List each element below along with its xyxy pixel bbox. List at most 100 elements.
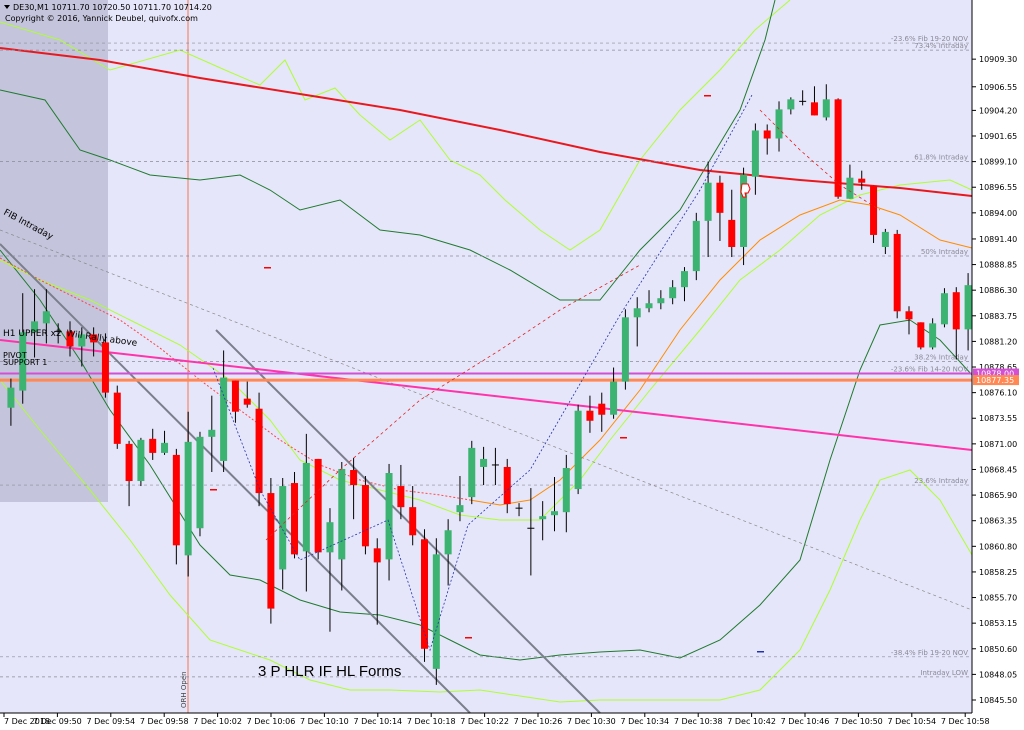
bear-candle [503,466,511,505]
symbol-price-line: DE30,M1 10711.70 10720.50 10711.70 10714… [13,3,212,12]
channel-upper-line [215,329,601,714]
plot-background [0,0,972,713]
bull-candle [704,182,712,221]
bull-candle [621,317,629,382]
session-shade-box [0,0,108,502]
bull-candle [302,462,310,552]
y-tick-label: 10863.35 [979,517,1017,526]
bull-candle [787,99,795,110]
bull-candle [751,130,759,177]
bear-candle [917,322,925,348]
copyright-text: Copyright © 2016, Yannick Deubel, quivof… [5,14,198,23]
channel-lower-line [0,243,471,714]
y-tick-label: 10876.10 [979,389,1017,398]
bull-candle [846,177,854,199]
fib-level-label: 23.6% Intraday [914,477,968,485]
price-tag-box [973,375,1019,386]
bull-candle [137,439,145,482]
x-tick-label: 7 Dec 10:46 [781,717,830,726]
bull-candle [964,285,972,330]
blue-dash-marker [757,651,764,653]
bull-candle [669,287,677,299]
y-tick-label: 10904.20 [979,106,1017,115]
pink-trend-line [0,339,973,451]
bear-candle [267,493,275,609]
bull-candle [610,381,618,415]
bear-candle [314,458,322,553]
zigzag-dotted-blue [212,94,753,652]
red-dash-marker [210,489,217,491]
bear-candle [598,403,606,415]
fib-level-label: 73.4% Intraday [914,42,968,50]
bear-candle [361,485,369,547]
y-tick-label: 10853.15 [979,619,1017,628]
y-tick-label: 10855.70 [979,594,1017,603]
bear-candle [952,292,960,330]
fib-level-label: -38.4% Fib 19-20 NOV [891,649,968,657]
x-tick-label: 7 Dec 10:38 [674,717,723,726]
bull-candle [775,109,783,139]
bear-candle [350,469,358,486]
bear-candle [905,311,913,320]
x-tick-label: 7 Dec 10:58 [941,717,990,726]
x-tick-label: 7 Dec 10:10 [300,717,349,726]
bull-candle [385,472,393,560]
y-tick-label: 10891.40 [979,235,1017,244]
bear-candle [291,483,299,555]
red-dash-marker [704,95,711,97]
bull-candle [539,516,547,520]
bull-candle [432,554,440,669]
pivot-label: PIVOT [3,351,27,360]
bear-candle [243,398,251,405]
bear-candle [586,410,594,421]
bear-candle [810,102,818,116]
support-1-label: SUPPORT 1 [3,358,47,367]
y-tick-label: 10850.60 [979,645,1017,654]
red-dash-marker [465,637,472,639]
bull-candle [338,468,346,560]
bear-candle [421,539,429,649]
y-tick-label: 10906.55 [979,83,1017,92]
band-inner-dark-upper [0,0,776,301]
bull-candle [645,303,653,309]
bear-candle [113,392,121,444]
y-tick-label: 10868.45 [979,465,1017,474]
bear-candle [870,185,878,235]
bear-candle [893,233,901,312]
x-tick-label: 7 Dec 09:58 [140,717,189,726]
x-tick-label: 7 Dec 10:26 [514,717,563,726]
orh-open-label: ORH Open [180,671,188,708]
price-tag-label: 10877.35 [976,376,1014,385]
band-outer-light-upper [0,0,791,251]
x-tick-label: 7 Dec 10:14 [353,717,402,726]
bull-candle [633,308,641,318]
bull-candle [78,334,86,347]
bull-candle [7,387,15,408]
bear-candle [409,507,417,536]
x-tick-label: 7 Dec 10:06 [247,717,296,726]
orange-ma [469,199,973,506]
y-tick-label: 10865.90 [979,491,1017,500]
y-axis-ticks: 10909.30 10906.55 10904.20 10901.65 10899.10… [972,55,1017,705]
y-tick-label: 10883.75 [979,312,1017,321]
bull-candle [657,298,665,304]
bull-candle [279,486,287,570]
y-tick-label: 10871.00 [979,440,1017,449]
fib-level-label: Intraday LOW [920,669,968,677]
bull-candle [822,99,830,118]
bear-candle [728,219,736,247]
red-dashed-ma [0,257,471,501]
chart-header: DE30,M1 10711.70 10720.50 10711.70 10714… [4,3,212,23]
bear-candle [149,438,157,453]
red-dash-marker [620,437,627,439]
fib-level-label: 38.2% Intraday [914,353,968,361]
x-tick-label: 7 Dec 10:02 [193,717,242,726]
x-tick-label: 7 Dec 10:42 [727,717,776,726]
x-tick-label: 7 Dec 09:54 [86,717,135,726]
x-tick-label: 7 Dec 10:18 [407,717,456,726]
y-tick-label: 10873.55 [979,414,1017,423]
